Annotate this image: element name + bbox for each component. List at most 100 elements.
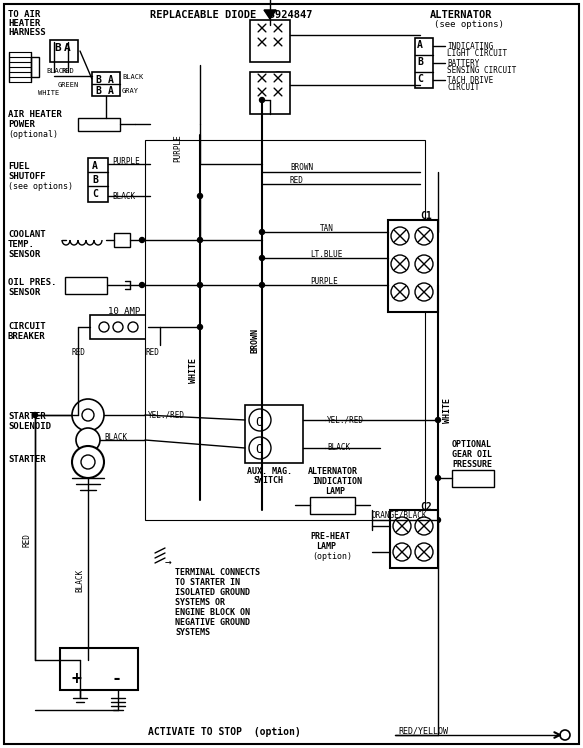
Text: BREAKER: BREAKER	[8, 332, 45, 341]
Circle shape	[82, 409, 94, 421]
Text: BATTERY: BATTERY	[447, 59, 479, 68]
Bar	[250, 20, 290, 62]
Bar	[60, 648, 138, 690]
Text: WHITE: WHITE	[444, 397, 452, 423]
Text: ORANGE/BLACK: ORANGE/BLACK	[372, 510, 427, 519]
Text: B: B	[417, 57, 423, 67]
Text: (option): (option)	[312, 552, 352, 561]
Text: OPTIONAL: OPTIONAL	[452, 440, 492, 449]
Text: C1: C1	[420, 211, 432, 221]
Bar	[245, 405, 303, 463]
Text: GEAR OIL: GEAR OIL	[452, 450, 492, 459]
Polygon shape	[264, 10, 276, 19]
Text: BLACK: BLACK	[122, 74, 143, 80]
Circle shape	[249, 437, 271, 459]
Bar	[145, 140, 425, 520]
Bar	[88, 158, 108, 202]
Text: SYSTEMS: SYSTEMS	[175, 628, 210, 637]
Text: AUX. MAG.: AUX. MAG.	[247, 467, 292, 476]
Text: 10 AMP: 10 AMP	[108, 307, 141, 316]
Text: INDICATION: INDICATION	[312, 477, 362, 486]
Circle shape	[415, 227, 433, 245]
Circle shape	[259, 170, 265, 174]
Text: LAMP: LAMP	[316, 542, 336, 551]
Circle shape	[198, 325, 202, 330]
Text: SENSOR: SENSOR	[8, 288, 40, 297]
Text: COOLANT: COOLANT	[8, 230, 45, 239]
Text: RED: RED	[145, 348, 159, 357]
Bar	[65, 277, 107, 294]
Circle shape	[128, 322, 138, 332]
Text: +: +	[72, 670, 82, 688]
Text: TEMP.: TEMP.	[8, 240, 35, 249]
Text: TAN: TAN	[320, 224, 334, 233]
Text: SOLENOID: SOLENOID	[8, 422, 51, 431]
Circle shape	[81, 455, 95, 469]
Circle shape	[391, 255, 409, 273]
Text: SYSTEMS OR: SYSTEMS OR	[175, 598, 225, 607]
Circle shape	[391, 283, 409, 301]
Circle shape	[256, 86, 268, 98]
Text: LAMP: LAMP	[325, 487, 345, 496]
Bar	[452, 470, 494, 487]
Text: PURPLE: PURPLE	[174, 134, 182, 162]
Text: BLACK: BLACK	[46, 68, 67, 74]
Text: HEATER: HEATER	[8, 19, 40, 28]
Text: (optional): (optional)	[8, 130, 58, 139]
Text: PRE-HEAT: PRE-HEAT	[310, 532, 350, 541]
Text: RED/YELLOW: RED/YELLOW	[398, 727, 448, 736]
Text: BROWN: BROWN	[290, 163, 313, 172]
Circle shape	[415, 543, 433, 561]
Circle shape	[436, 518, 441, 523]
Circle shape	[256, 36, 268, 48]
Circle shape	[198, 283, 202, 287]
Text: SHUTOFF: SHUTOFF	[8, 172, 45, 181]
Text: AIR HEATER: AIR HEATER	[8, 110, 62, 119]
Text: B: B	[95, 75, 101, 85]
Text: A: A	[92, 161, 98, 171]
Text: -: -	[112, 670, 122, 688]
Text: PURPLE: PURPLE	[112, 157, 140, 166]
Circle shape	[139, 238, 145, 242]
Text: B: B	[92, 175, 98, 185]
Text: CIRCUIT: CIRCUIT	[8, 322, 45, 331]
Circle shape	[272, 22, 284, 34]
Circle shape	[415, 517, 433, 535]
Circle shape	[393, 543, 411, 561]
Text: BROWN: BROWN	[251, 328, 259, 352]
Text: BLACK: BLACK	[104, 433, 127, 442]
Text: B: B	[95, 86, 101, 96]
Circle shape	[147, 162, 153, 167]
Circle shape	[415, 255, 433, 273]
Text: TACH DRIVE: TACH DRIVE	[447, 76, 493, 85]
Circle shape	[139, 283, 145, 287]
Text: GREEN: GREEN	[58, 82, 79, 88]
Circle shape	[436, 417, 441, 423]
Text: WHITE: WHITE	[188, 358, 198, 382]
Text: NEGATIVE GROUND: NEGATIVE GROUND	[175, 618, 250, 627]
Circle shape	[249, 409, 271, 431]
Text: SENSOR: SENSOR	[8, 250, 40, 259]
Text: REPLACEABLE DIODE  3924847: REPLACEABLE DIODE 3924847	[150, 10, 312, 20]
Text: TO STARTER IN: TO STARTER IN	[175, 578, 240, 587]
Circle shape	[272, 72, 284, 84]
Text: OIL PRES.: OIL PRES.	[8, 278, 57, 287]
Circle shape	[33, 412, 37, 417]
Text: STARTER: STARTER	[8, 455, 45, 464]
Text: INDICATING: INDICATING	[447, 42, 493, 51]
Circle shape	[198, 194, 202, 198]
Text: ISOLATED GROUND: ISOLATED GROUND	[175, 588, 250, 597]
Text: B: B	[54, 43, 61, 53]
Bar	[310, 497, 355, 514]
Circle shape	[391, 227, 409, 245]
Bar	[114, 233, 130, 247]
Text: STARTER: STARTER	[8, 412, 45, 421]
Text: HARNESS: HARNESS	[8, 28, 45, 37]
Text: A: A	[64, 43, 71, 53]
Circle shape	[393, 517, 411, 535]
Text: SENSING CIRCUIT: SENSING CIRCUIT	[447, 66, 517, 75]
Circle shape	[99, 322, 109, 332]
Text: YEL./RED: YEL./RED	[148, 410, 185, 419]
Circle shape	[560, 730, 570, 740]
Circle shape	[72, 446, 104, 478]
